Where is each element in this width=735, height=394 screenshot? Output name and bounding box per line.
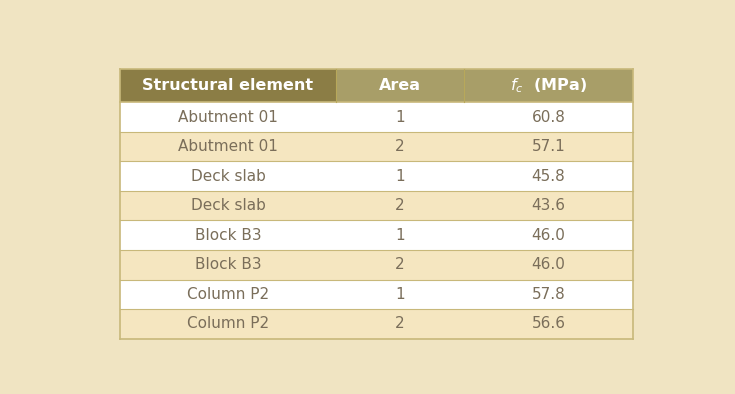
Bar: [121, 69, 336, 102]
Text: 45.8: 45.8: [531, 169, 565, 184]
Bar: [121, 132, 633, 162]
Text: 60.8: 60.8: [531, 110, 565, 125]
Text: Column P2: Column P2: [187, 287, 269, 302]
Text: 2: 2: [395, 198, 404, 213]
Text: 2: 2: [395, 139, 404, 154]
Text: 2: 2: [395, 257, 404, 272]
Bar: [121, 221, 633, 250]
Text: Area: Area: [379, 78, 420, 93]
Text: 1: 1: [395, 169, 404, 184]
Bar: [121, 279, 633, 309]
Text: Abutment 01: Abutment 01: [178, 139, 278, 154]
Text: Abutment 01: Abutment 01: [178, 110, 278, 125]
Bar: [121, 250, 633, 279]
Text: Column P2: Column P2: [187, 316, 269, 331]
Text: 46.0: 46.0: [531, 257, 565, 272]
Text: 1: 1: [395, 228, 404, 243]
Text: 43.6: 43.6: [531, 198, 565, 213]
Text: Block B3: Block B3: [195, 257, 262, 272]
Text: 57.8: 57.8: [531, 287, 565, 302]
Text: 1: 1: [395, 110, 404, 125]
Text: 46.0: 46.0: [531, 228, 565, 243]
Text: Block B3: Block B3: [195, 228, 262, 243]
Bar: [464, 69, 633, 102]
Text: 2: 2: [395, 316, 404, 331]
Text: Deck slab: Deck slab: [190, 169, 265, 184]
Text: 56.6: 56.6: [531, 316, 565, 331]
Text: 1: 1: [395, 287, 404, 302]
Bar: [121, 162, 633, 191]
Bar: [121, 191, 633, 221]
Bar: [336, 69, 464, 102]
Text: Structural element: Structural element: [143, 78, 314, 93]
Text: Deck slab: Deck slab: [190, 198, 265, 213]
Bar: [121, 102, 633, 132]
Text: $f_c$  (MPa): $f_c$ (MPa): [510, 76, 587, 95]
Bar: [121, 309, 633, 338]
Text: 57.1: 57.1: [531, 139, 565, 154]
